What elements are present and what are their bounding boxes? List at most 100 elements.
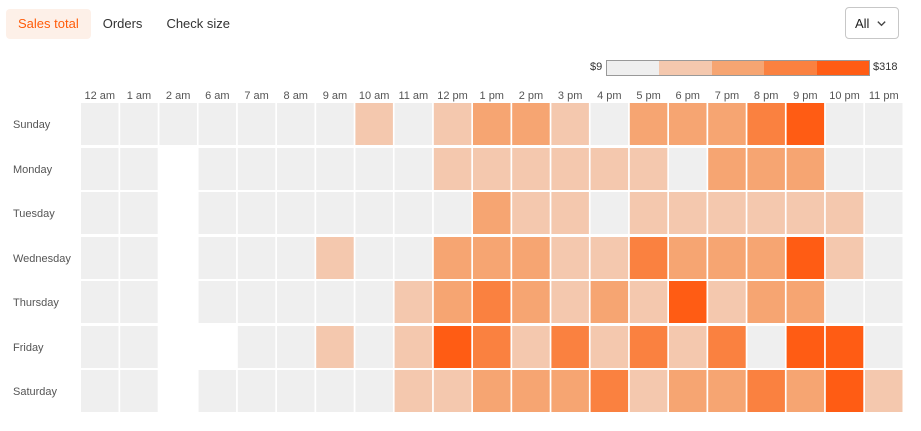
- heatmap-cell[interactable]: [825, 103, 864, 145]
- heatmap-cell[interactable]: [865, 326, 903, 368]
- heatmap-cell[interactable]: [473, 192, 511, 234]
- heatmap-cell[interactable]: [355, 281, 393, 323]
- heatmap-cell[interactable]: [708, 103, 746, 145]
- heatmap-cell[interactable]: [198, 237, 237, 279]
- heatmap-cell[interactable]: [786, 148, 825, 190]
- heatmap-cell[interactable]: [81, 281, 119, 323]
- heatmap-cell[interactable]: [316, 148, 354, 190]
- heatmap-cell[interactable]: [277, 370, 315, 412]
- heatmap-cell[interactable]: [629, 370, 668, 412]
- heatmap-cell[interactable]: [277, 192, 315, 234]
- heatmap-cell[interactable]: [394, 281, 433, 323]
- heatmap-cell[interactable]: [708, 237, 746, 279]
- heatmap-cell[interactable]: [551, 103, 589, 145]
- heatmap-cell[interactable]: [747, 370, 785, 412]
- heatmap-cell[interactable]: [512, 192, 550, 234]
- heatmap-cell[interactable]: [786, 326, 825, 368]
- heatmap-cell[interactable]: [473, 237, 511, 279]
- heatmap-cell[interactable]: [237, 237, 276, 279]
- heatmap-cell[interactable]: [825, 148, 864, 190]
- heatmap-cell[interactable]: [551, 281, 589, 323]
- heatmap-cell[interactable]: [708, 192, 746, 234]
- tab-sales-total[interactable]: Sales total: [6, 9, 91, 39]
- heatmap-cell[interactable]: [316, 237, 354, 279]
- heatmap-cell[interactable]: [473, 326, 511, 368]
- heatmap-cell[interactable]: [708, 370, 746, 412]
- heatmap-cell[interactable]: [551, 192, 589, 234]
- heatmap-cell[interactable]: [81, 370, 119, 412]
- heatmap-cell[interactable]: [394, 237, 433, 279]
- heatmap-cell[interactable]: [316, 326, 354, 368]
- heatmap-cell[interactable]: [825, 192, 864, 234]
- heatmap-cell[interactable]: [355, 370, 393, 412]
- heatmap-cell[interactable]: [355, 103, 393, 145]
- heatmap-cell[interactable]: [747, 148, 785, 190]
- heatmap-cell[interactable]: [120, 103, 158, 145]
- heatmap-cell[interactable]: [669, 281, 707, 323]
- heatmap-cell[interactable]: [512, 103, 550, 145]
- heatmap-cell[interactable]: [81, 237, 119, 279]
- heatmap-cell[interactable]: [669, 103, 707, 145]
- heatmap-cell[interactable]: [629, 192, 668, 234]
- heatmap-cell[interactable]: [81, 326, 119, 368]
- heatmap-cell[interactable]: [473, 281, 511, 323]
- heatmap-cell[interactable]: [786, 103, 825, 145]
- heatmap-cell[interactable]: [865, 237, 903, 279]
- heatmap-cell[interactable]: [433, 281, 472, 323]
- heatmap-cell[interactable]: [865, 103, 903, 145]
- heatmap-cell[interactable]: [316, 103, 354, 145]
- heatmap-cell[interactable]: [669, 237, 707, 279]
- heatmap-cell[interactable]: [277, 237, 315, 279]
- heatmap-cell[interactable]: [669, 326, 707, 368]
- heatmap-cell[interactable]: [237, 148, 276, 190]
- heatmap-cell[interactable]: [433, 326, 472, 368]
- heatmap-cell[interactable]: [747, 326, 785, 368]
- heatmap-cell[interactable]: [865, 370, 903, 412]
- heatmap-cell[interactable]: [551, 326, 589, 368]
- heatmap-cell[interactable]: [590, 326, 629, 368]
- heatmap-cell[interactable]: [237, 192, 276, 234]
- heatmap-cell[interactable]: [237, 326, 276, 368]
- heatmap-cell[interactable]: [512, 370, 550, 412]
- heatmap-cell[interactable]: [590, 237, 629, 279]
- heatmap-cell[interactable]: [433, 148, 472, 190]
- heatmap-cell[interactable]: [198, 370, 237, 412]
- heatmap-cell[interactable]: [551, 148, 589, 190]
- heatmap-cell[interactable]: [669, 370, 707, 412]
- heatmap-cell[interactable]: [825, 370, 864, 412]
- heatmap-cell[interactable]: [629, 237, 668, 279]
- heatmap-cell[interactable]: [198, 192, 237, 234]
- heatmap-cell[interactable]: [629, 326, 668, 368]
- heatmap-cell[interactable]: [394, 103, 433, 145]
- heatmap-cell[interactable]: [198, 281, 237, 323]
- heatmap-cell[interactable]: [669, 192, 707, 234]
- heatmap-cell[interactable]: [316, 370, 354, 412]
- heatmap-cell[interactable]: [747, 281, 785, 323]
- heatmap-cell[interactable]: [512, 326, 550, 368]
- heatmap-cell[interactable]: [747, 103, 785, 145]
- heatmap-cell[interactable]: [669, 148, 707, 190]
- heatmap-cell[interactable]: [277, 326, 315, 368]
- heatmap-cell[interactable]: [237, 281, 276, 323]
- heatmap-cell[interactable]: [394, 326, 433, 368]
- tab-check-size[interactable]: Check size: [166, 16, 231, 31]
- heatmap-cell[interactable]: [355, 192, 393, 234]
- heatmap-cell[interactable]: [865, 192, 903, 234]
- heatmap-cell[interactable]: [512, 148, 550, 190]
- heatmap-cell[interactable]: [81, 148, 119, 190]
- heatmap-cell[interactable]: [120, 281, 158, 323]
- heatmap-cell[interactable]: [747, 237, 785, 279]
- heatmap-cell[interactable]: [433, 192, 472, 234]
- heatmap-cell[interactable]: [512, 237, 550, 279]
- heatmap-cell[interactable]: [433, 370, 472, 412]
- heatmap-cell[interactable]: [120, 326, 158, 368]
- heatmap-cell[interactable]: [590, 370, 629, 412]
- heatmap-cell[interactable]: [825, 237, 864, 279]
- filter-select[interactable]: All: [845, 7, 899, 39]
- heatmap-cell[interactable]: [747, 192, 785, 234]
- tab-orders[interactable]: Orders: [102, 16, 143, 31]
- heatmap-cell[interactable]: [394, 192, 433, 234]
- heatmap-cell[interactable]: [120, 237, 158, 279]
- heatmap-cell[interactable]: [394, 148, 433, 190]
- heatmap-cell[interactable]: [551, 370, 589, 412]
